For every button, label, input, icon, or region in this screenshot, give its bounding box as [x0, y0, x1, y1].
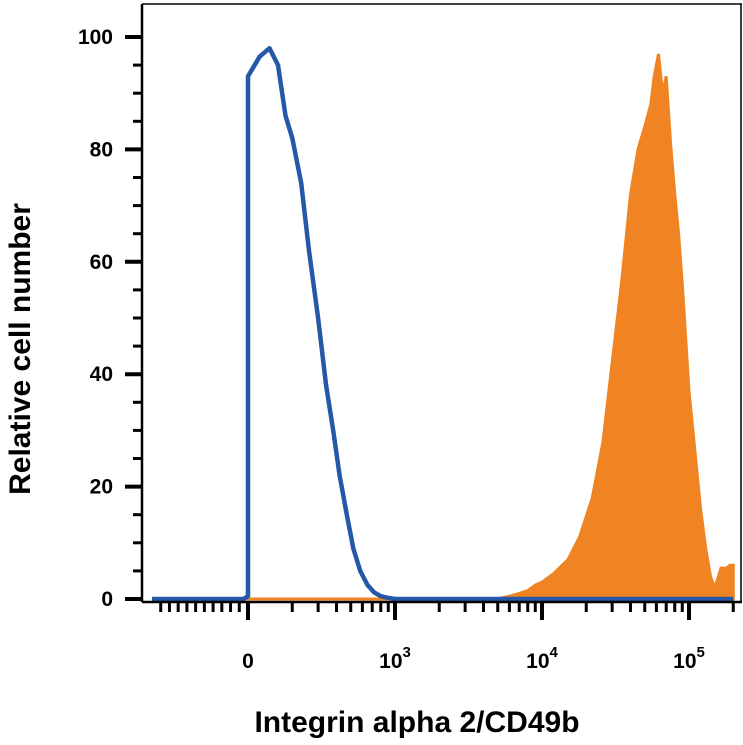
- y-tick-label: 40: [90, 363, 113, 386]
- x-axis-ticks: 0 103 104 105: [159, 602, 735, 673]
- x-tick-label: 104: [526, 644, 558, 673]
- y-tick-label: 80: [90, 138, 113, 161]
- x-axis-title: Integrin alpha 2/CD49b: [254, 706, 579, 739]
- y-tick-label: 0: [101, 588, 113, 611]
- y-tick-label: 20: [90, 476, 113, 499]
- x-tick-label: 105: [673, 644, 705, 673]
- histogram-series-filled: [152, 53, 735, 601]
- y-tick-label: 60: [90, 251, 113, 274]
- plot-frame: [140, 3, 742, 604]
- y-axis-title: Relative cell number: [4, 203, 37, 495]
- histogram-series-outline: [152, 45, 734, 602]
- y-axis-ticks: 0 20 40 60 80 100: [78, 26, 142, 611]
- y-tick-label: 100: [78, 26, 113, 49]
- x-tick-label: 103: [379, 644, 411, 673]
- x-tick-label: 0: [242, 650, 254, 673]
- histogram-series-group: [152, 45, 735, 602]
